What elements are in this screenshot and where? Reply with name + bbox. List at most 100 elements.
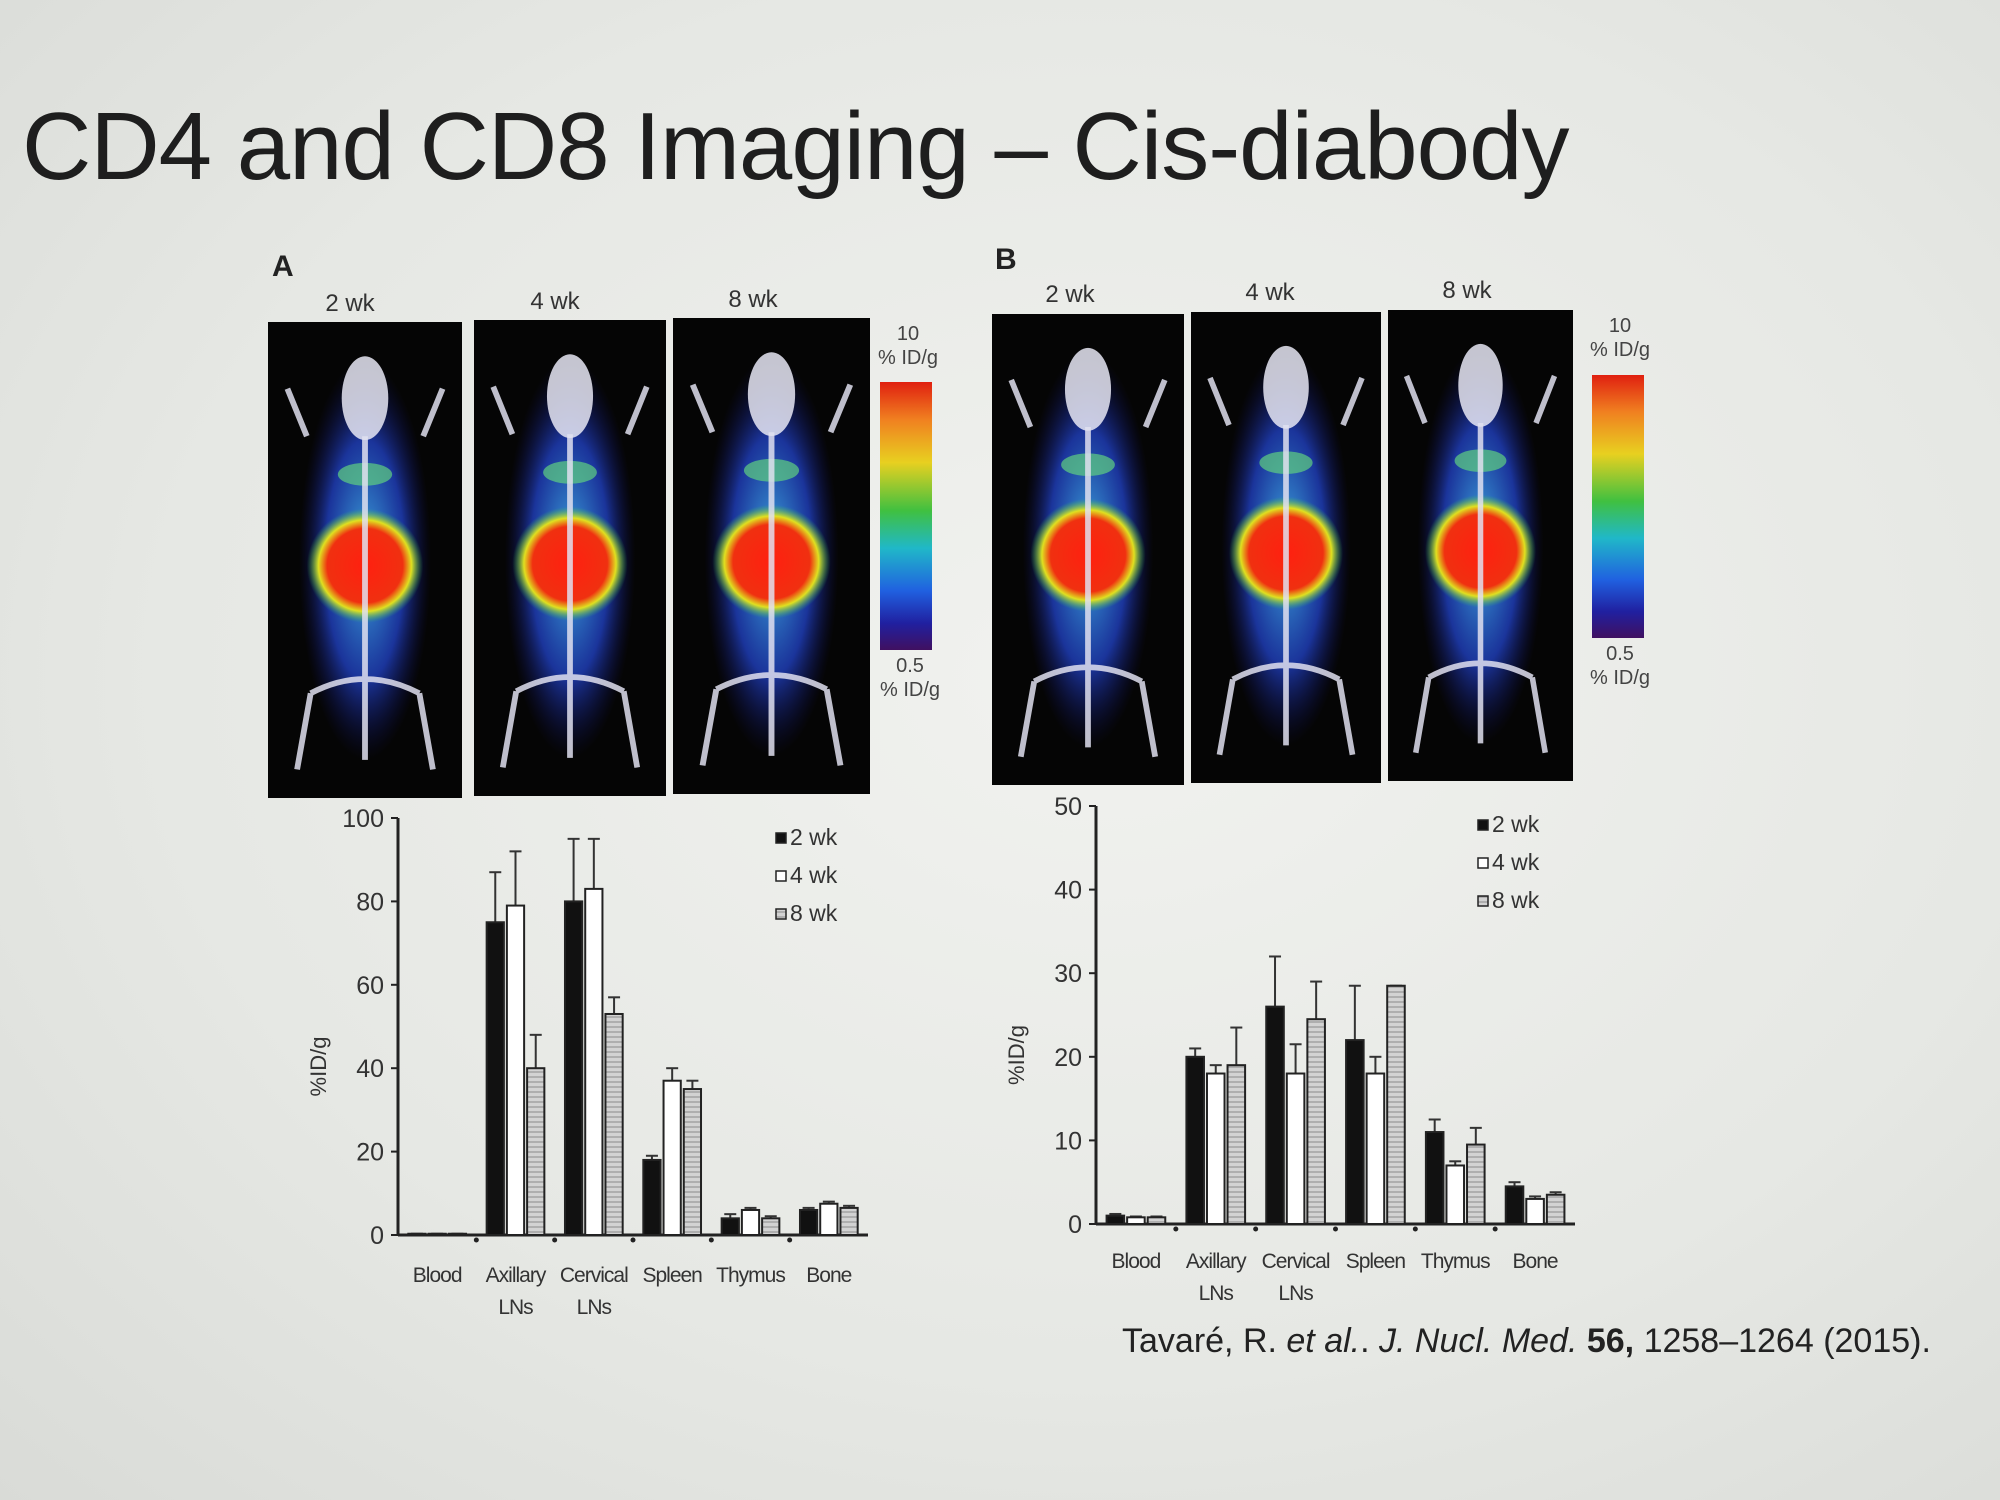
x-tick-label: Bone [1513, 1250, 1558, 1273]
panel-a-pet-image-8wk [673, 318, 870, 794]
legend-swatch [775, 832, 787, 844]
panel-b-colorbar-min-label: 0.5% ID/g [1580, 642, 1660, 690]
x-tick [1253, 1226, 1259, 1232]
panel-a-pet-image-4wk [474, 320, 666, 796]
y-tick-label: 40 [1054, 877, 1082, 905]
x-tick [1173, 1226, 1179, 1232]
bar-4wk [427, 1232, 447, 1237]
legend-label: 4 wk [1492, 849, 1540, 875]
bar-4wk [819, 1202, 839, 1236]
bar-2wk [1345, 1039, 1365, 1225]
bar-4wk [1525, 1197, 1545, 1226]
panel-b-timepoint-2wk: 2 wk [1045, 281, 1095, 308]
bar-2wk [720, 1217, 740, 1236]
bar-8wk [1545, 1193, 1566, 1225]
colorbar-max-value: 10 [1608, 315, 1632, 337]
citation: Tavaré, R. et al.. J. Nucl. Med. 56, 125… [1122, 1322, 1931, 1361]
y-tick-label: 10 [1054, 1127, 1082, 1155]
x-tick-label: Bone [806, 1264, 851, 1287]
x-tick [552, 1237, 558, 1243]
citation-etal: et al. [1286, 1322, 1361, 1360]
panel-b-colorbar-max-label: 10% ID/g [1580, 314, 1660, 362]
legend-swatch [1477, 857, 1489, 869]
x-tick [1492, 1226, 1498, 1232]
panel-b-colorbar [1592, 375, 1644, 638]
x-tick-label: Cervical LNs [1262, 1250, 1330, 1305]
bar-4wk [1285, 1072, 1306, 1226]
bar-4wk [1205, 1072, 1226, 1226]
y-tick-label: 0 [1068, 1211, 1082, 1239]
citation-volume: 56, [1577, 1322, 1635, 1360]
y-axis-label: %ID/g [1004, 1025, 1029, 1085]
colorbar-min-value: 0.5 [896, 655, 924, 677]
bar-8wk [839, 1206, 859, 1237]
chart-b: 0 10 20 30 40 50 %ID/g Blood Axillary LNs Cervical… [1004, 793, 1575, 1305]
legend-swatch [775, 870, 787, 882]
x-tick-label: Thymus [1421, 1250, 1490, 1273]
legend-swatch [1477, 819, 1489, 831]
panel-b-timepoint-8wk: 8 wk [1442, 277, 1492, 304]
panel-b-pet-image-4wk [1191, 312, 1381, 783]
bar-8wk [604, 1012, 624, 1236]
panel-b-timepoint-4wk: 4 wk [1245, 279, 1295, 306]
panel-a-timepoint-8wk: 8 wk [728, 286, 778, 313]
y-tick-label: 30 [1054, 960, 1082, 988]
panel-a-timepoint-4wk: 4 wk [530, 288, 580, 315]
y-tick-label: 20 [1054, 1044, 1082, 1072]
panel-a-colorbar-min-label: 0.5% ID/g [870, 654, 950, 702]
x-tick [473, 1237, 479, 1243]
bar-8wk [1466, 1143, 1486, 1225]
bar-4wk [740, 1208, 761, 1236]
legend-label: 8 wk [1492, 887, 1540, 913]
bar-8wk [1306, 1018, 1326, 1225]
citation-separator: . [1360, 1322, 1380, 1360]
bar-4wk [1445, 1164, 1466, 1225]
bar-4wk [584, 887, 604, 1236]
panel-a-timepoint-2wk: 2 wk [325, 290, 375, 317]
bar-8wk [1386, 984, 1406, 1225]
bar-2wk [563, 900, 584, 1237]
y-tick-label: 40 [356, 1055, 384, 1083]
y-tick-label: 0 [370, 1222, 384, 1250]
bar-8wk [447, 1232, 468, 1237]
colorbar-min-unit: % ID/g [1589, 667, 1651, 689]
x-tick-label: Cervical LNs [560, 1264, 628, 1319]
citation-authors: Tavaré, R. [1122, 1322, 1287, 1360]
legend-label: 8 wk [790, 900, 838, 926]
y-tick-label: 50 [1054, 793, 1082, 821]
colorbar-min-unit: % ID/g [879, 679, 941, 701]
legend-swatch [775, 908, 787, 920]
x-tick-label: Thymus [716, 1264, 785, 1287]
panel-b-pet-image-2wk [992, 314, 1184, 785]
bar-4wk [1126, 1216, 1146, 1226]
x-tick [708, 1237, 714, 1243]
bar-8wk [1226, 1064, 1247, 1226]
panel-a-pet-image-2wk [268, 322, 462, 798]
panel-b-label: B [995, 243, 1017, 276]
bar-2wk [642, 1158, 662, 1236]
bar-2wk [1504, 1185, 1525, 1226]
panel-a-label: A [272, 250, 294, 283]
panel-b-pet-image-8wk [1388, 310, 1573, 781]
bar-4wk [662, 1079, 682, 1236]
legend-label: 2 wk [1492, 811, 1540, 837]
legend-label: 2 wk [790, 824, 838, 850]
citation-journal: J. Nucl. Med. [1379, 1322, 1578, 1360]
legend-label: 4 wk [790, 862, 838, 888]
y-tick-label: 80 [356, 888, 384, 916]
x-tick-label: Blood [1112, 1250, 1161, 1273]
bar-4wk [1365, 1072, 1386, 1226]
x-tick-label: Axillary LNs [486, 1264, 547, 1319]
bar-8wk [682, 1088, 703, 1237]
bar-8wk [526, 1067, 546, 1236]
x-tick [1333, 1226, 1338, 1232]
x-tick-label: Blood [413, 1264, 462, 1287]
legend-swatch [1477, 895, 1489, 907]
colorbar-max-value: 10 [896, 323, 920, 345]
y-axis-label: %ID/g [306, 1037, 331, 1097]
bar-2wk [1424, 1131, 1445, 1226]
x-tick-label: Spleen [1346, 1250, 1406, 1273]
slide-title: CD4 and CD8 Imaging – Cis-diabody [22, 93, 1569, 200]
panel-a-colorbar-max-label: 10% ID/g [868, 322, 948, 370]
